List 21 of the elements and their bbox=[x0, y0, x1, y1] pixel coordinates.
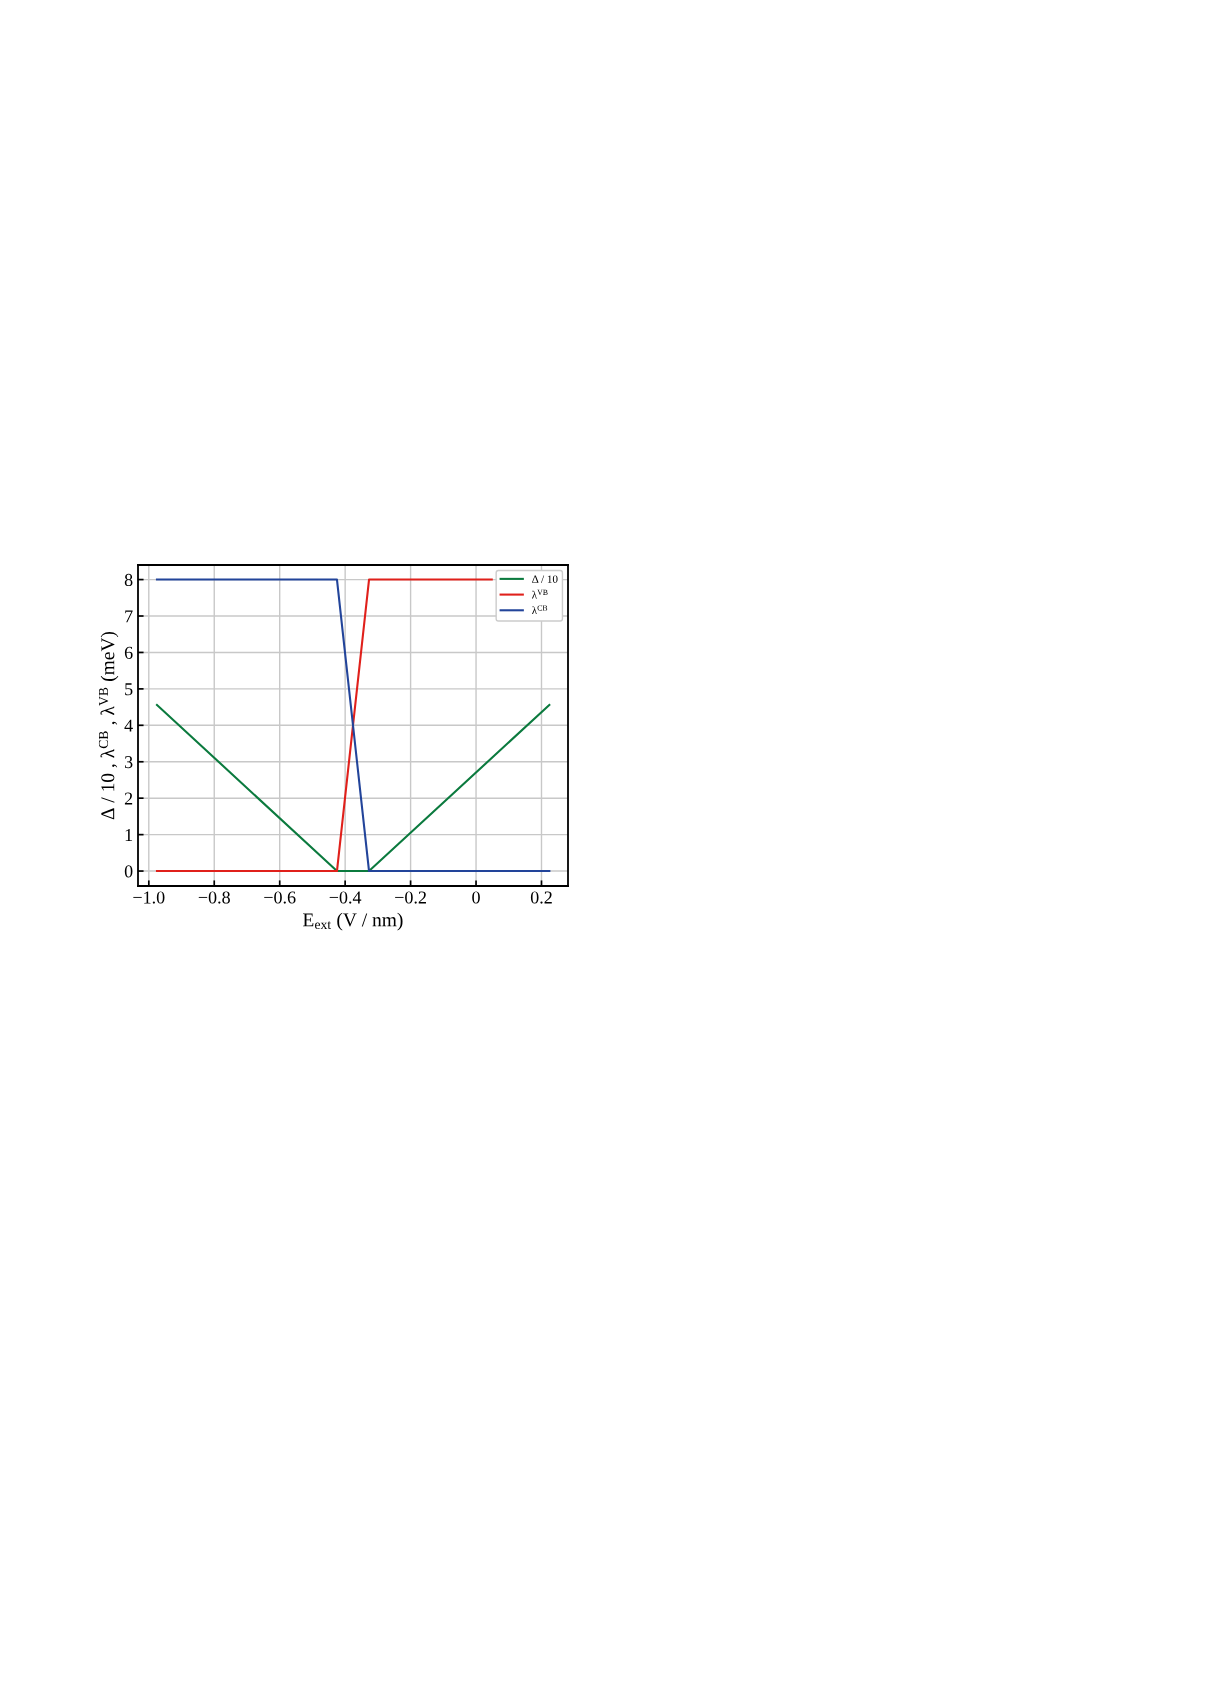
y-tick-label: 7 bbox=[125, 610, 133, 623]
y-tick-label: 4 bbox=[124, 719, 133, 732]
x-tick-label: −1.0 bbox=[133, 891, 165, 904]
y-tick-label: 2 bbox=[124, 792, 133, 805]
x-tick-label: −0.6 bbox=[264, 891, 296, 904]
x-axis-title: E$_{ext}$ (V / nm) bbox=[303, 912, 403, 931]
x-tick-label: 0 bbox=[472, 891, 480, 904]
y-tick-label: 8 bbox=[124, 573, 133, 587]
y-tick-label: 1 bbox=[125, 828, 133, 841]
x-tick-label: 0.2 bbox=[530, 891, 552, 904]
y-tick-label: 0 bbox=[124, 865, 133, 878]
x-tick-label: −0.2 bbox=[395, 891, 426, 904]
y-tick-label: 5 bbox=[125, 683, 133, 696]
y-tick-label: 3 bbox=[124, 756, 133, 769]
legend-label: λ$^{CB}$ bbox=[532, 605, 548, 615]
y-axis-title: Δ / 10 , λ$^{CB}$ , λ$^{VB}$ (meV) bbox=[98, 631, 119, 820]
x-tick-label: −0.8 bbox=[198, 891, 230, 904]
legend-label: λ$^{VB}$ bbox=[532, 589, 548, 599]
y-tick-label: 6 bbox=[124, 646, 133, 659]
legend-label: Δ / 10 bbox=[532, 575, 558, 583]
x-tick-label: −0.4 bbox=[329, 891, 362, 904]
